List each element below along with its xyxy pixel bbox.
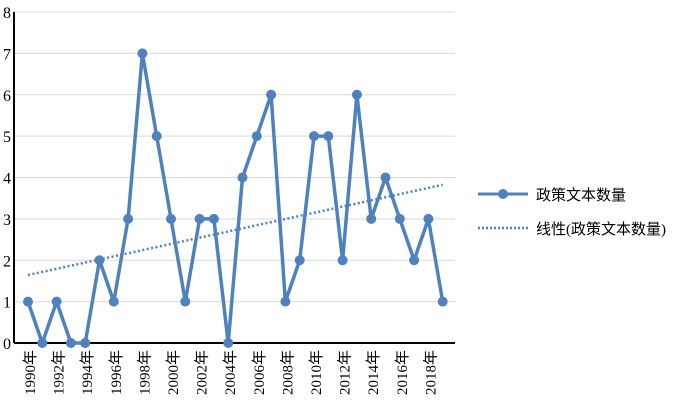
data-point — [251, 131, 262, 142]
x-tick-label: 2018年 — [422, 350, 439, 395]
data-point — [223, 338, 234, 348]
data-point — [237, 172, 248, 183]
y-tick-label: 5 — [3, 129, 11, 146]
x-tick-label: 2016年 — [394, 350, 411, 395]
data-point — [337, 255, 348, 266]
y-tick-label: 2 — [3, 253, 11, 270]
data-point — [51, 296, 62, 307]
y-tick-label: 0 — [3, 336, 11, 353]
data-point — [266, 89, 277, 100]
y-tick-label: 3 — [3, 212, 11, 229]
y-tick-label: 6 — [3, 88, 11, 105]
legend-dotted-line-icon — [478, 226, 528, 230]
legend-marker-line-icon — [478, 189, 528, 199]
data-point — [366, 213, 377, 224]
data-point — [351, 89, 362, 100]
legend-item-series: 政策文本数量 — [478, 183, 666, 205]
x-tick-label: 2004年 — [222, 350, 239, 395]
data-point — [137, 48, 148, 59]
legend-label-trend: 线性(政策文本数量) — [536, 221, 666, 238]
x-tick-label: 2012年 — [337, 350, 354, 395]
data-point — [23, 296, 33, 307]
x-tick-label: 1992年 — [51, 350, 68, 395]
data-point — [151, 131, 162, 142]
y-tick-label: 8 — [3, 5, 11, 22]
data-point — [94, 255, 105, 266]
x-tick-label: 1998年 — [136, 350, 153, 395]
data-point — [394, 213, 405, 224]
x-tick-label: 1990年 — [22, 350, 39, 395]
data-point — [180, 296, 191, 307]
data-point — [208, 213, 219, 224]
data-point — [280, 296, 291, 307]
data-point — [123, 213, 134, 224]
x-tick-label: 1994年 — [79, 350, 96, 395]
data-point — [309, 131, 319, 142]
x-tick-label: 2010年 — [308, 350, 325, 395]
x-tick-label: 2006年 — [251, 350, 268, 395]
series-line — [26, 51, 445, 345]
trend-line — [27, 183, 443, 277]
data-point — [323, 131, 334, 142]
data-point — [423, 213, 434, 224]
x-tick-label: 2008年 — [279, 350, 296, 395]
x-tick-label: 2000年 — [165, 350, 182, 395]
legend-item-trend: 线性(政策文本数量) — [478, 217, 666, 239]
data-point — [80, 338, 91, 348]
data-point — [409, 255, 420, 266]
data-point — [437, 296, 448, 307]
x-tick-label: 2014年 — [365, 350, 382, 395]
y-tick-label: 7 — [3, 46, 11, 63]
legend-label-series: 政策文本数量 — [536, 187, 627, 204]
data-point — [166, 213, 176, 224]
data-point — [294, 255, 305, 266]
x-tick-label: 2002年 — [194, 350, 211, 395]
y-tick-label: 1 — [3, 295, 11, 312]
data-point — [108, 296, 119, 307]
data-point — [65, 338, 76, 348]
x-tick-label: 1996年 — [108, 350, 125, 395]
y-tick-label: 4 — [3, 171, 11, 188]
legend: 政策文本数量 线性(政策文本数量) — [478, 183, 666, 251]
data-point — [194, 213, 205, 224]
data-point — [37, 338, 48, 348]
data-point — [380, 172, 391, 183]
